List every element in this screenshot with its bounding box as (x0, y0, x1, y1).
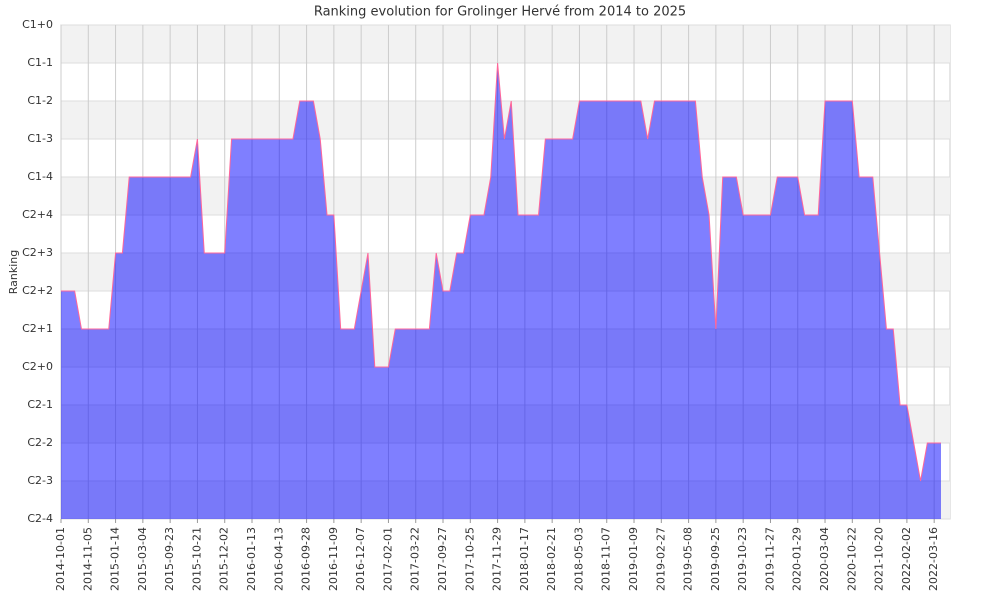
x-tick-label: 2015-09-23 (163, 527, 176, 591)
chart-title: Ranking evolution for Grolinger Hervé fr… (314, 5, 686, 20)
y-tick-label: C1-3 (27, 132, 53, 145)
x-tick-label: 2017-10-25 (463, 527, 476, 591)
y-tick-label: C2-2 (27, 436, 53, 449)
x-tick-label: 2017-03-22 (409, 527, 422, 591)
y-tick-label: C1-1 (27, 56, 53, 69)
y-tick-label: C1-4 (27, 170, 53, 183)
x-tick-label: 2017-09-27 (436, 527, 449, 591)
x-tick-label: 2017-11-29 (491, 527, 504, 591)
band (61, 25, 950, 63)
x-tick-label: 2014-10-01 (54, 527, 67, 591)
x-tick-label: 2015-01-14 (109, 527, 122, 591)
x-tick-label: 2017-02-01 (381, 527, 394, 591)
x-tick-label: 2016-04-13 (272, 527, 285, 591)
area-line (61, 62, 941, 482)
x-tick-label: 2019-09-25 (709, 527, 722, 591)
x-tick-label: 2019-11-27 (763, 527, 776, 591)
x-tick-label: 2019-02-27 (654, 527, 667, 591)
x-tick-label: 2015-12-02 (218, 527, 231, 591)
x-tick-label: 2018-02-21 (545, 527, 558, 591)
area (61, 63, 941, 519)
x-tick-label: 2018-01-17 (518, 527, 531, 591)
y-tick-label: C2+0 (22, 360, 53, 373)
x-tick-label: 2016-09-28 (300, 527, 313, 591)
x-tick-label: 2016-12-07 (354, 527, 367, 591)
y-tick-label: C2+2 (22, 284, 53, 297)
x-tick-label: 2015-10-21 (190, 527, 203, 591)
y-tick-label: C1+0 (22, 18, 53, 31)
x-tick-label: 2018-05-03 (572, 527, 585, 591)
x-tick-label: 2019-01-09 (627, 527, 640, 591)
x-tick-label: 2019-10-23 (736, 527, 749, 591)
y-tick-label: C1-2 (27, 94, 53, 107)
x-tick-label: 2015-03-04 (136, 527, 149, 591)
x-tick-label: 2021-10-20 (873, 527, 886, 591)
x-tick-label: 2020-01-29 (791, 527, 804, 591)
x-tick-label: 2018-11-07 (600, 527, 613, 591)
y-tick-label: C2+1 (22, 322, 53, 335)
x-tick-label: 2022-02-02 (900, 527, 913, 591)
x-tick-label: 2020-03-04 (818, 527, 831, 591)
x-tick-label: 2016-11-09 (327, 527, 340, 591)
y-axis-label: Ranking (7, 250, 20, 295)
y-tick-label: C2+4 (22, 208, 53, 221)
x-tick-label: 2014-11-05 (81, 527, 94, 591)
y-tick-label: C2-3 (27, 474, 53, 487)
y-tick-label: C2+3 (22, 246, 53, 259)
x-tick-label: 2016-01-13 (245, 527, 258, 591)
x-tick-label: 2020-10-22 (845, 527, 858, 591)
x-tick-label: 2022-03-16 (927, 527, 940, 591)
y-tick-label: C2-1 (27, 398, 53, 411)
x-tick-label: 2019-05-08 (682, 527, 695, 591)
y-tick-label: C2-4 (27, 512, 53, 525)
